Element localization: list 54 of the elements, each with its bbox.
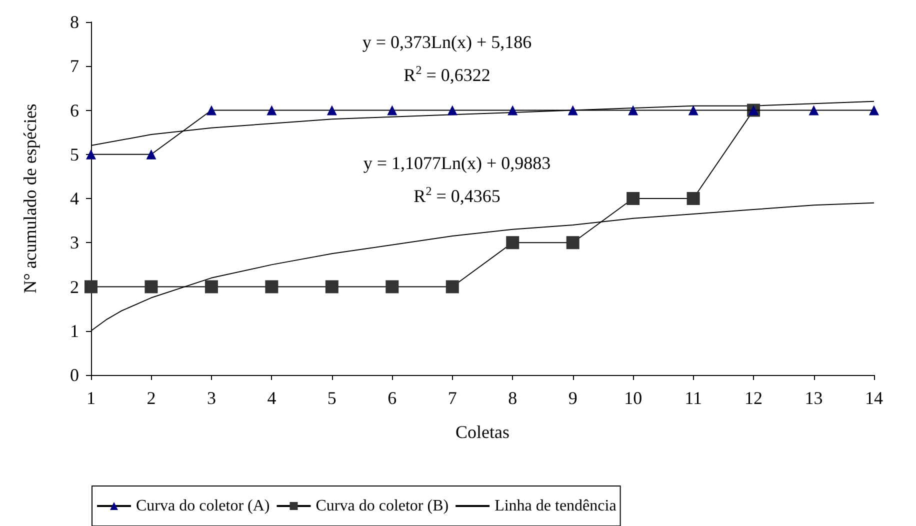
- y-tick-label: 8: [70, 12, 79, 32]
- point: [206, 105, 216, 116]
- y-tick-label: 3: [70, 232, 79, 253]
- y-tick-label: 1: [70, 320, 79, 341]
- legend-label: Curva do coletor (B): [316, 498, 449, 514]
- x-tick-label: 1: [86, 388, 96, 408]
- point: [386, 280, 399, 294]
- y-tick-label: 0: [70, 365, 79, 385]
- annotation: y = 1,1077Ln(x) + 0,9883: [363, 153, 551, 173]
- point: [447, 105, 458, 116]
- x-tick-label: 12: [744, 388, 763, 408]
- x-tick-label: 8: [508, 388, 518, 408]
- point: [326, 105, 337, 116]
- point: [86, 149, 96, 160]
- point: [688, 105, 698, 116]
- x-tick-label: 13: [804, 388, 823, 408]
- point: [568, 105, 578, 116]
- point: [506, 236, 520, 250]
- y-tick-label: 6: [70, 100, 79, 120]
- point: [446, 280, 459, 294]
- x-tick-label: 6: [388, 388, 397, 408]
- point: [325, 280, 338, 294]
- x-axis-title: Coletas: [456, 422, 510, 442]
- y-tick-label: 4: [70, 188, 79, 208]
- point: [566, 236, 580, 250]
- x-tick-label: 9: [568, 388, 578, 408]
- point: [869, 105, 879, 116]
- x-tick-label: 11: [684, 388, 702, 408]
- x-tick-label: 2: [146, 388, 156, 408]
- y-tick-label: 7: [70, 56, 79, 76]
- legend-label: Curva do coletor (A): [136, 498, 270, 514]
- point: [84, 280, 98, 294]
- point: [808, 105, 819, 116]
- point: [265, 280, 278, 294]
- x-tick-label: 14: [865, 388, 883, 408]
- x-tick-label: 4: [267, 388, 276, 408]
- point: [146, 149, 156, 160]
- point: [626, 192, 640, 205]
- point: [204, 280, 218, 294]
- point: [144, 280, 158, 294]
- x-tick-label: 5: [327, 388, 336, 408]
- point: [686, 192, 700, 205]
- x-tick-label: 10: [624, 388, 642, 408]
- y-tick-label: 5: [70, 144, 79, 164]
- point: [387, 105, 398, 116]
- x-tick-label: 3: [206, 388, 216, 408]
- annotation: y = 0,373Ln(x) + 5,186: [362, 32, 532, 52]
- point: [628, 105, 638, 116]
- legend-label: Linha de tendência: [494, 498, 616, 514]
- x-tick-label: 7: [448, 388, 457, 408]
- point: [266, 105, 277, 116]
- point: [508, 105, 518, 116]
- y-axis-title: N° acumulado de espécies: [20, 104, 40, 294]
- y-tick-label: 2: [70, 276, 79, 297]
